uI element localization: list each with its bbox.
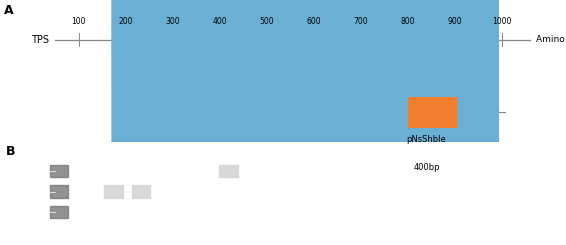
Text: 200: 200	[118, 17, 133, 25]
Text: 1000: 1000	[492, 17, 512, 25]
Text: 400: 400	[212, 17, 227, 25]
Text: B: B	[6, 145, 15, 158]
Text: 800: 800	[401, 17, 415, 25]
Bar	[50, 165, 68, 177]
Bar	[219, 165, 238, 177]
FancyBboxPatch shape	[354, 0, 410, 245]
Text: WT: WT	[196, 152, 206, 157]
Text: 18S rDNA: 18S rDNA	[98, 152, 132, 158]
Bar	[104, 185, 123, 198]
Text: 700: 700	[353, 17, 368, 25]
Bar	[50, 185, 68, 198]
Text: 600: 600	[306, 17, 321, 25]
Bar	[50, 206, 68, 218]
Text: V: V	[87, 152, 91, 157]
Text: TPS: TPS	[195, 152, 207, 158]
Text: 500 bp: 500 bp	[10, 169, 29, 174]
FancyBboxPatch shape	[112, 0, 481, 245]
Bar	[132, 185, 151, 198]
Text: A: A	[4, 4, 14, 17]
Text: pNsShble: pNsShble	[406, 135, 447, 144]
Text: V: V	[171, 152, 175, 157]
Text: 900: 900	[448, 17, 462, 25]
Text: 300 bp: 300 bp	[10, 209, 29, 214]
Text: Mut68: Mut68	[218, 152, 238, 157]
Text: 500: 500	[259, 17, 274, 25]
Text: Amino acids: Amino acids	[536, 35, 566, 44]
Text: Mut68: Mut68	[131, 152, 151, 157]
Text: 300: 300	[165, 17, 180, 25]
FancyBboxPatch shape	[457, 0, 499, 245]
Text: 400 bp: 400 bp	[10, 189, 29, 194]
Text: 400bp: 400bp	[413, 163, 440, 172]
Text: M: M	[56, 152, 62, 157]
Text: TPS: TPS	[31, 35, 49, 45]
Text: 100: 100	[71, 17, 86, 25]
Text: WT: WT	[109, 152, 119, 157]
Bar	[408, 97, 460, 128]
